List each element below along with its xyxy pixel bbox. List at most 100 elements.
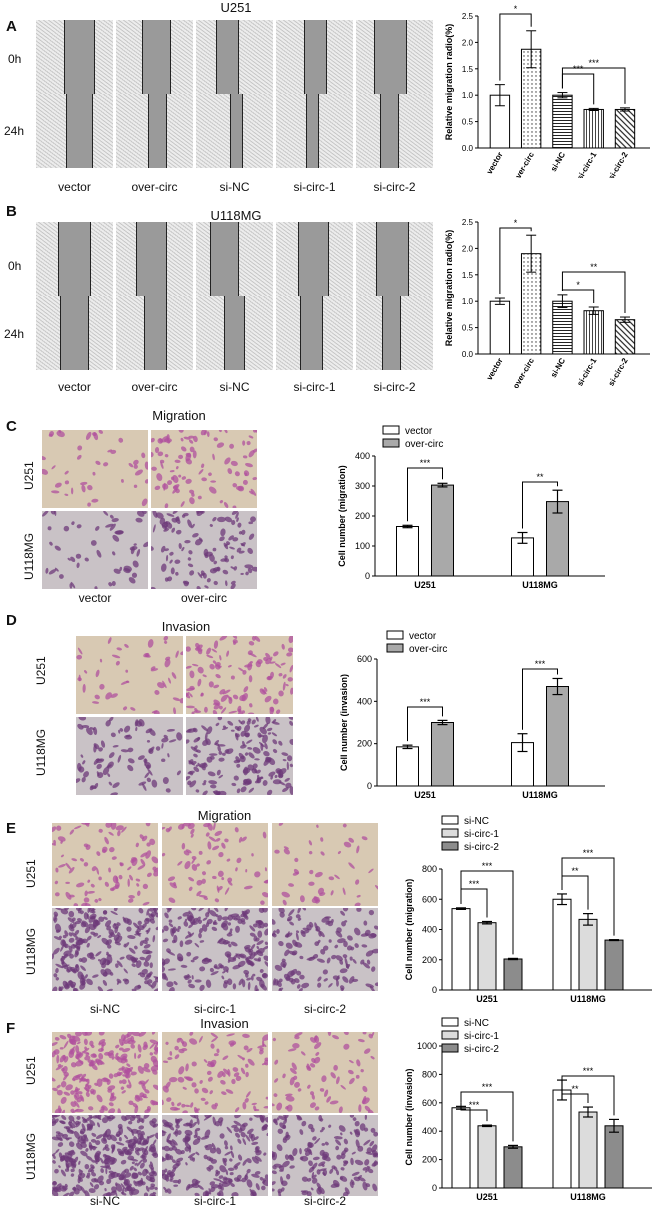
- transwell-image: [52, 908, 158, 991]
- y-axis-label: Cell number (migration): [404, 879, 414, 981]
- column-label: over-circ: [180, 591, 227, 605]
- category-label: si-NC: [549, 356, 567, 379]
- y-tick-label: 2.0: [462, 38, 474, 47]
- y-tick-label: 2.5: [462, 218, 474, 227]
- legend-label: si-circ-1: [464, 1031, 499, 1042]
- category-label: U118MG: [522, 580, 558, 590]
- significance-stars: ***: [583, 1066, 594, 1076]
- column-label: over-circ: [131, 380, 178, 394]
- transwell-image: [162, 823, 268, 906]
- scratch-image: [116, 296, 193, 370]
- panel-b-chart: 0.0 0.5 1.0 1.5 2.0 2.5 Relative migration rad…: [444, 218, 650, 388]
- column-label: si-circ-2: [304, 1002, 346, 1016]
- significance-stars: **: [571, 1084, 579, 1094]
- panel-d-row-label-u118mg: U118MG: [34, 728, 48, 776]
- legend-swatch: [441, 1043, 459, 1053]
- significance-bracket: [499, 227, 532, 295]
- legend-label: vector: [409, 631, 437, 642]
- column-label: vector: [58, 180, 91, 194]
- significance-bracket: [561, 67, 626, 104]
- bar: [546, 686, 569, 787]
- panel-a-row-label-0h: 0h: [8, 52, 22, 66]
- legend-swatch: [386, 643, 404, 653]
- bar: [489, 300, 511, 355]
- bar: [477, 1125, 497, 1189]
- significance-stars: **: [571, 866, 579, 876]
- bar: [431, 722, 454, 787]
- significance-bracket: [522, 481, 558, 529]
- panel-d-title: Invasion: [161, 619, 211, 634]
- panel-d-row-label-u251: U251: [34, 656, 48, 685]
- scratch-image: [196, 222, 273, 296]
- bar: [552, 94, 573, 149]
- scratch-image: [36, 222, 113, 296]
- transwell-image: [52, 1032, 158, 1113]
- transwell-image: [76, 717, 183, 795]
- y-tick-label: 1.0: [462, 91, 474, 100]
- scratch-image: [196, 20, 273, 94]
- panel-label-e: E: [6, 820, 17, 837]
- significance-stars: ***: [420, 458, 431, 468]
- column-label: si-circ-1: [194, 1194, 236, 1208]
- legend-label: si-circ-2: [464, 842, 499, 853]
- panel-label-b: B: [6, 203, 17, 220]
- panel-label-f: F: [6, 1020, 16, 1037]
- panel-f-title: Invasion: [200, 1016, 249, 1031]
- y-axis-label: Cell number (invasion): [339, 674, 349, 771]
- y-tick-label: 200: [355, 511, 370, 521]
- panel-e-title: Migration: [197, 808, 252, 823]
- y-tick-label: 600: [422, 894, 437, 904]
- scratch-image: [196, 296, 273, 370]
- panel-d-chart: 0 200 400 600 Cell number (invasion) U251 U118…: [339, 630, 605, 800]
- y-tick-label: 200: [357, 739, 372, 749]
- significance-bracket: [561, 1075, 615, 1116]
- y-tick-label: 0.0: [462, 144, 474, 153]
- bar: [431, 484, 454, 577]
- category-label: U251: [414, 580, 436, 590]
- y-axis-label: Relative migration radio(%): [444, 230, 454, 347]
- column-label: over-circ: [131, 180, 178, 194]
- legend-swatch: [441, 841, 459, 851]
- significance-bracket: [407, 706, 443, 742]
- scratch-image: [36, 296, 113, 370]
- panel-a-chart: 0.0 0.5 1.0 1.5 2.0 2.5 Relative migration rad…: [444, 4, 650, 178]
- panel-b-row-label-0h: 0h: [8, 259, 22, 273]
- legend-swatch: [386, 630, 404, 640]
- y-tick-label: 100: [355, 541, 370, 551]
- column-label: si-circ-2: [373, 180, 416, 194]
- legend-label: si-circ-1: [464, 829, 499, 840]
- transwell-image: [151, 430, 257, 508]
- panel-a-row-label-24h: 24h: [4, 124, 25, 138]
- transwell-image: [162, 908, 268, 991]
- y-tick-label: 1000: [417, 1041, 437, 1051]
- transwell-image: [272, 1115, 378, 1196]
- category-label: over-circ: [511, 356, 536, 388]
- y-tick-label: 300: [355, 481, 370, 491]
- category-label: U118MG: [522, 790, 558, 800]
- bar: [604, 939, 624, 991]
- bar: [503, 1146, 523, 1189]
- y-tick-label: 1.0: [462, 297, 474, 306]
- transwell-image: [52, 1115, 158, 1196]
- significance-bracket: [561, 857, 615, 936]
- panel-f-chart: 0 200 400 600 800 1000 Cell number (invasion) U…: [404, 1017, 652, 1202]
- category-label: U251: [476, 1192, 498, 1202]
- y-tick-label: 0: [432, 985, 437, 995]
- panel-label-a: A: [6, 18, 17, 35]
- legend-label: over-circ: [409, 644, 447, 655]
- y-tick-label: 800: [422, 864, 437, 874]
- significance-stars: **: [590, 262, 598, 272]
- bar: [503, 958, 523, 991]
- y-axis-label: Relative migration radio(%): [444, 24, 454, 141]
- panel-e-row-label-u118mg: U118MG: [24, 927, 38, 975]
- scratch-image: [276, 20, 353, 94]
- bar: [578, 1111, 598, 1189]
- bar: [451, 908, 471, 991]
- bar: [552, 300, 573, 355]
- y-axis-label: Cell number (migration): [337, 465, 347, 567]
- scratch-image: [36, 20, 113, 94]
- panel-e-chart: 0 200 400 600 800 Cell number (migration) U251…: [404, 815, 652, 1004]
- column-label: vector: [58, 380, 91, 394]
- transwell-image: [76, 636, 183, 714]
- panel-e-row-label-u251: U251: [24, 859, 38, 888]
